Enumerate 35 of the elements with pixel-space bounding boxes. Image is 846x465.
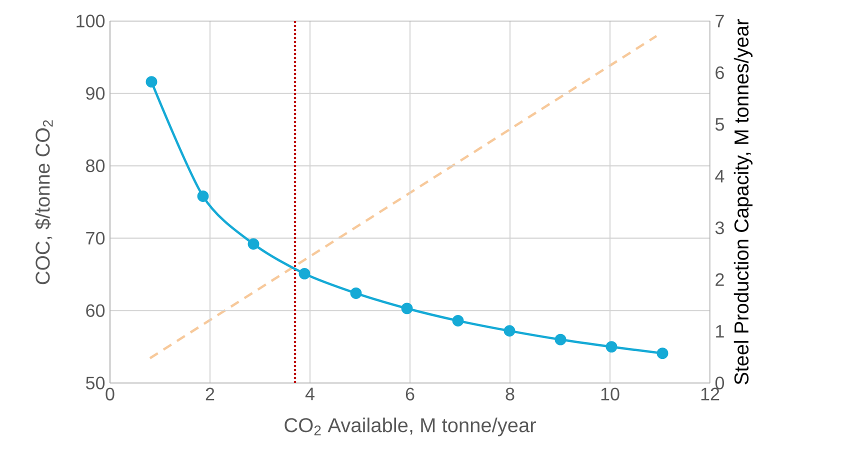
y-tick-label: 90 — [86, 87, 105, 100]
point — [452, 315, 464, 326]
x-axis-title: CO$_{2}$ Available, M tonne/year — [284, 418, 536, 436]
y2-tick-label: 3 — [715, 221, 724, 234]
point — [248, 238, 260, 250]
point — [197, 190, 209, 202]
x-tick-label: 2 — [206, 388, 214, 400]
point — [350, 287, 362, 299]
y-axis-title: COC, $/tonne CO$_{2}$ — [34, 120, 53, 284]
point — [401, 302, 413, 314]
x-tick-label: 8 — [506, 388, 514, 400]
y-tick-label: 70 — [86, 232, 105, 245]
x-tick-label: 10 — [601, 388, 620, 400]
y-tick-label: 60 — [86, 304, 105, 317]
x-tick-label: 12 — [701, 388, 720, 400]
y-tick-label: 100 — [76, 14, 105, 28]
point — [606, 341, 618, 353]
y-tick-label: 80 — [86, 159, 105, 172]
point — [298, 268, 310, 280]
point — [656, 348, 668, 360]
y2-tick-label: 5 — [715, 118, 724, 131]
x-tick-label: 6 — [406, 388, 414, 400]
point — [504, 325, 516, 337]
y2-tick-label: 7 — [716, 14, 724, 28]
x-tick-label: 4 — [305, 388, 314, 400]
y2-tick-label: 4 — [715, 170, 724, 182]
y2-tick-label: 0 — [715, 376, 724, 390]
y-tick-label: 50 — [86, 376, 105, 390]
y2-tick-label: 1 — [716, 325, 724, 338]
y2-axis-title: Steel Production Capacity, M tonnes/year — [734, 19, 753, 384]
y2-tick-label: 2 — [716, 273, 724, 286]
point — [554, 334, 566, 346]
x-tick-label: 0 — [106, 388, 114, 400]
point — [146, 76, 158, 88]
y2-tick-label: 6 — [716, 66, 724, 80]
